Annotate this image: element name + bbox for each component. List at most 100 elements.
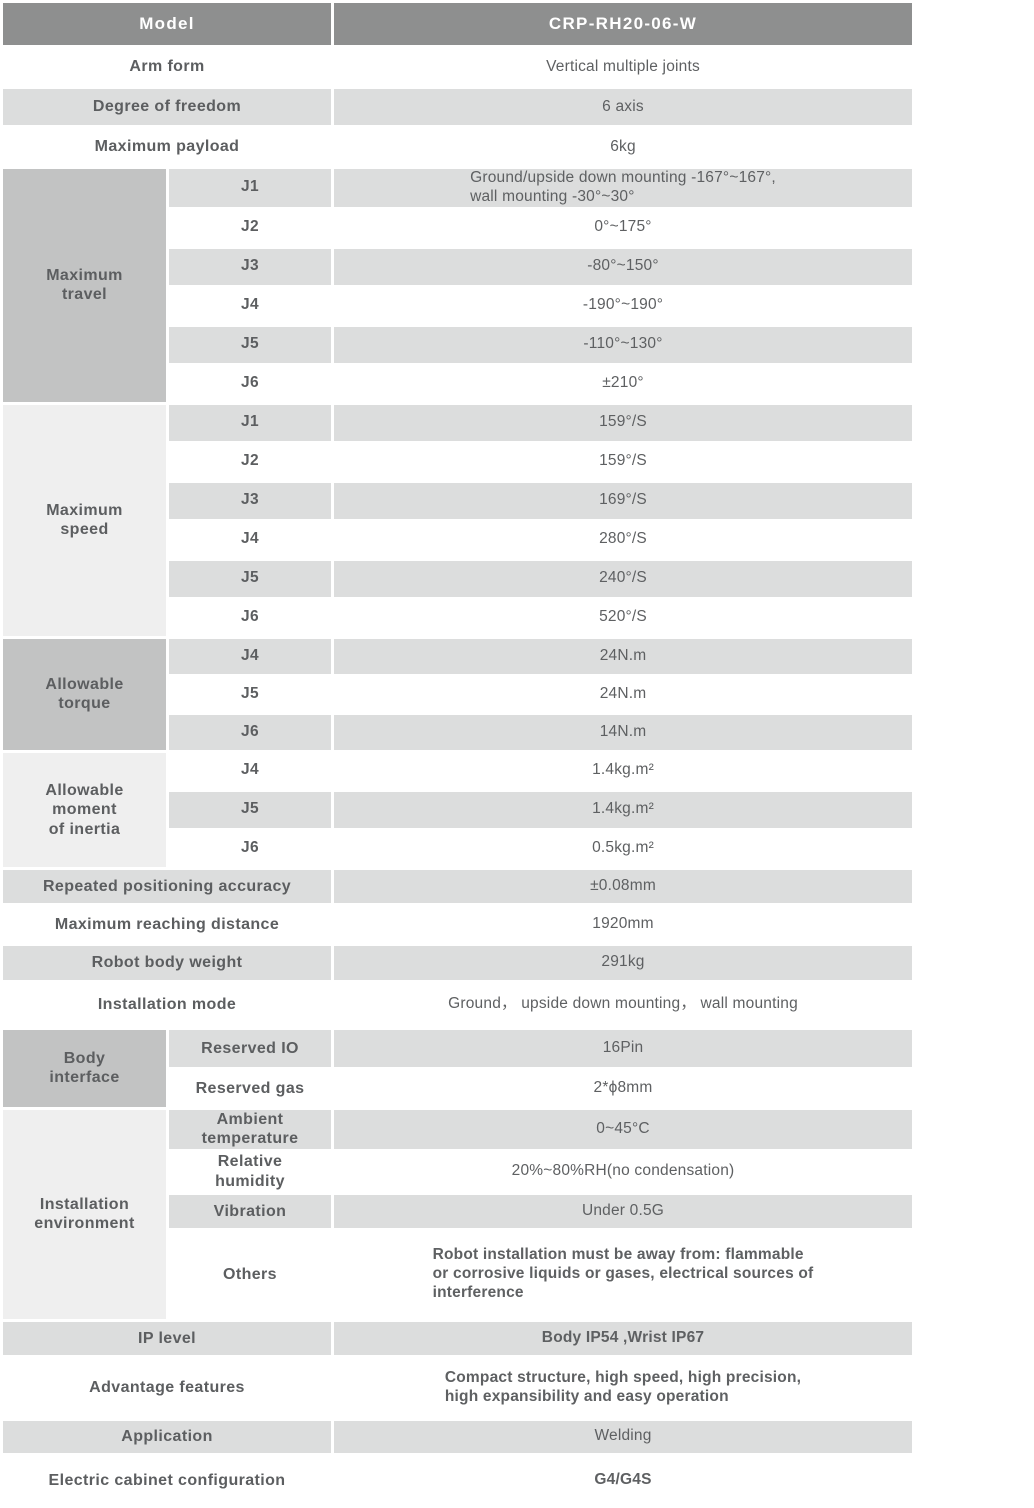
joint-value: 0.5kg.m²: [592, 839, 654, 857]
joint-label: J1: [169, 169, 332, 207]
row-label: Application: [3, 1420, 332, 1453]
sub-value: 16Pin: [334, 1029, 913, 1067]
joint-value: 159°/S: [334, 404, 913, 441]
joint-value: 159°/S: [599, 452, 647, 470]
joint-value: 24N.m: [334, 638, 913, 674]
row-speed-j4: J4 280°/S: [3, 522, 912, 558]
row-installation-mode: Installation mode Ground， upside down mo…: [3, 983, 912, 1027]
joint-value: 1.4kg.m²: [334, 791, 913, 828]
group-label-installation-environment: Installation environment: [3, 1109, 166, 1319]
row-speed-j3: J3 169°/S: [3, 482, 913, 519]
joint-label: J1: [169, 404, 332, 441]
joint-label: J2: [240, 218, 260, 236]
sub-label: Relative humidity: [215, 1153, 285, 1190]
row-relative-humidity: Relative humidity 20%~80%RH(no condensat…: [3, 1152, 912, 1192]
joint-label: J4: [240, 761, 260, 779]
row-reserved-io: Body interface Reserved IO 16Pin: [3, 1029, 913, 1107]
row-label: Degree of freedom: [3, 89, 332, 125]
row-label: Repeated positioning accuracy: [3, 869, 332, 903]
row-travel-j5: J5 -110°~130°: [3, 326, 913, 363]
sub-label: Ambient temperature: [169, 1109, 332, 1149]
row-repeated-positioning-accuracy: Repeated positioning accuracy ±0.08mm: [3, 869, 913, 903]
group-label-body-interface: Body interface: [3, 1029, 166, 1107]
joint-label: J3: [169, 248, 332, 285]
joint-label: J6: [240, 839, 260, 857]
row-model: Model CRP-RH20-06-W: [3, 3, 913, 45]
sub-label: Vibration: [169, 1194, 332, 1228]
row-ip-level: IP level Body IP54 ,Wrist IP67: [3, 1321, 913, 1355]
joint-value: 169°/S: [334, 482, 913, 519]
row-torque-j6: J6 14N.m: [3, 714, 913, 750]
sub-label: Reserved gas: [195, 1079, 305, 1097]
row-value: ±0.08mm: [334, 869, 913, 903]
joint-label: J4: [169, 638, 332, 674]
row-inertia-j6: J6 0.5kg.m²: [3, 831, 912, 867]
row-inertia-j4: Allowable moment of inertia J4 1.4kg.m²: [3, 752, 912, 867]
row-advantage-features: Advantage features Compact structure, hi…: [3, 1358, 912, 1418]
row-ambient-temperature: Installation environment Ambient tempera…: [3, 1109, 913, 1319]
joint-value: ±210°: [602, 374, 644, 392]
row-travel-j2: J2 0°~175°: [3, 210, 912, 246]
row-speed-j1: Maximum speed J1 159°/S: [3, 404, 913, 636]
row-degree-of-freedom: Degree of freedom 6 axis: [3, 89, 913, 125]
row-travel-j6: J6 ±210°: [3, 366, 912, 402]
joint-label: J4: [240, 296, 260, 314]
row-speed-j2: J2 159°/S: [3, 444, 912, 480]
sub-label: Reserved IO: [169, 1029, 332, 1067]
row-application: Application Welding: [3, 1420, 913, 1453]
joint-label: J5: [169, 326, 332, 363]
group-label-maximum-speed: Maximum speed: [3, 404, 166, 636]
row-travel-j3: J3 -80°~150°: [3, 248, 913, 285]
row-travel-j1: Maximum travel J1 Ground/upside down mou…: [3, 169, 913, 402]
row-value: Compact structure, high speed, high prec…: [444, 1368, 802, 1405]
row-label: Installation mode: [97, 996, 237, 1014]
joint-label: J3: [169, 482, 332, 519]
row-vibration: Vibration Under 0.5G: [3, 1194, 913, 1228]
joint-value: 280°/S: [599, 530, 647, 548]
joint-value: 24N.m: [599, 684, 647, 702]
group-label-allowable-torque: Allowable torque: [3, 638, 166, 750]
joint-label: J5: [169, 791, 332, 828]
model-label: Model: [3, 3, 332, 45]
joint-label: J6: [240, 374, 260, 392]
sub-value: 20%~80%RH(no condensation): [511, 1162, 735, 1180]
row-value: Vertical multiple joints: [546, 57, 700, 75]
row-arm-form: Arm form Vertical multiple joints: [3, 48, 912, 86]
row-label: IP level: [3, 1321, 332, 1355]
joint-value: -80°~150°: [334, 248, 913, 285]
row-electric-cabinet-configuration: Electric cabinet configuration G4/G4S: [3, 1456, 912, 1506]
row-robot-body-weight: Robot body weight 291kg: [3, 945, 913, 980]
joint-value: 0°~175°: [594, 218, 652, 236]
row-others: Others Robot installation must be away f…: [3, 1231, 912, 1319]
row-value: 291kg: [334, 945, 913, 980]
row-inertia-j5: J5 1.4kg.m²: [3, 791, 913, 828]
row-label: Advantage features: [89, 1379, 245, 1397]
row-torque-j5: J5 24N.m: [3, 677, 912, 712]
sub-value: 0~45°C: [334, 1109, 913, 1149]
row-torque-j4: Allowable torque J4 24N.m: [3, 638, 913, 750]
joint-label: J5: [240, 684, 260, 702]
row-travel-j4: J4 -190°~190°: [3, 288, 912, 324]
row-maximum-reaching-distance: Maximum reaching distance 1920mm: [3, 906, 912, 943]
row-maximum-payload: Maximum payload 6kg: [3, 128, 912, 166]
row-value: Body IP54 ,Wrist IP67: [334, 1321, 913, 1355]
row-label: Arm form: [129, 58, 205, 76]
row-value: Welding: [334, 1420, 913, 1453]
model-value: CRP-RH20-06-W: [334, 3, 913, 45]
joint-label: J6: [169, 714, 332, 750]
joint-value: -110°~130°: [334, 326, 913, 363]
sub-value: 2*ϕ8mm: [593, 1078, 653, 1096]
joint-value: 520°/S: [599, 608, 647, 626]
row-value: 1920mm: [592, 914, 654, 932]
row-label: Robot body weight: [3, 945, 332, 980]
joint-label: J2: [240, 452, 260, 470]
row-label: Maximum payload: [94, 138, 240, 156]
row-speed-j5: J5 240°/S: [3, 560, 913, 597]
group-label-allowable-moment-of-inertia: Allowable moment of inertia: [3, 752, 166, 867]
joint-label: J5: [169, 560, 332, 597]
joint-value: 1.4kg.m²: [592, 761, 654, 779]
row-value: 6kg: [610, 137, 636, 155]
row-value: G4/G4S: [594, 1471, 652, 1489]
row-speed-j6: J6 520°/S: [3, 600, 912, 636]
spec-table: Model CRP-RH20-06-W Arm form Vertical mu…: [3, 3, 913, 1506]
